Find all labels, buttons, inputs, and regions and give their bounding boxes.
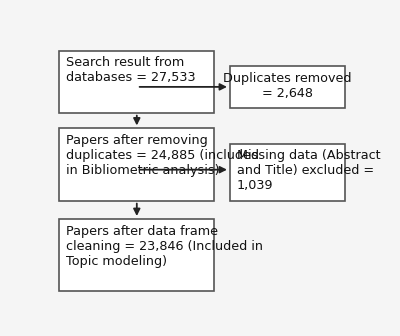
FancyBboxPatch shape <box>230 144 344 201</box>
Text: Search result from
databases = 27,533: Search result from databases = 27,533 <box>66 56 196 84</box>
FancyBboxPatch shape <box>59 128 214 201</box>
Text: Papers after data frame
cleaning = 23,846 (Included in
Topic modeling): Papers after data frame cleaning = 23,84… <box>66 224 263 267</box>
Text: Missing data (Abstract
and Title) excluded =
1,039: Missing data (Abstract and Title) exclud… <box>237 150 380 193</box>
FancyBboxPatch shape <box>59 51 214 113</box>
FancyBboxPatch shape <box>230 66 344 108</box>
Text: Duplicates removed
= 2,648: Duplicates removed = 2,648 <box>223 72 351 100</box>
Text: Papers after removing
duplicates = 24,885 (included
in Bibliometric analysis): Papers after removing duplicates = 24,88… <box>66 134 259 177</box>
FancyBboxPatch shape <box>59 219 214 291</box>
